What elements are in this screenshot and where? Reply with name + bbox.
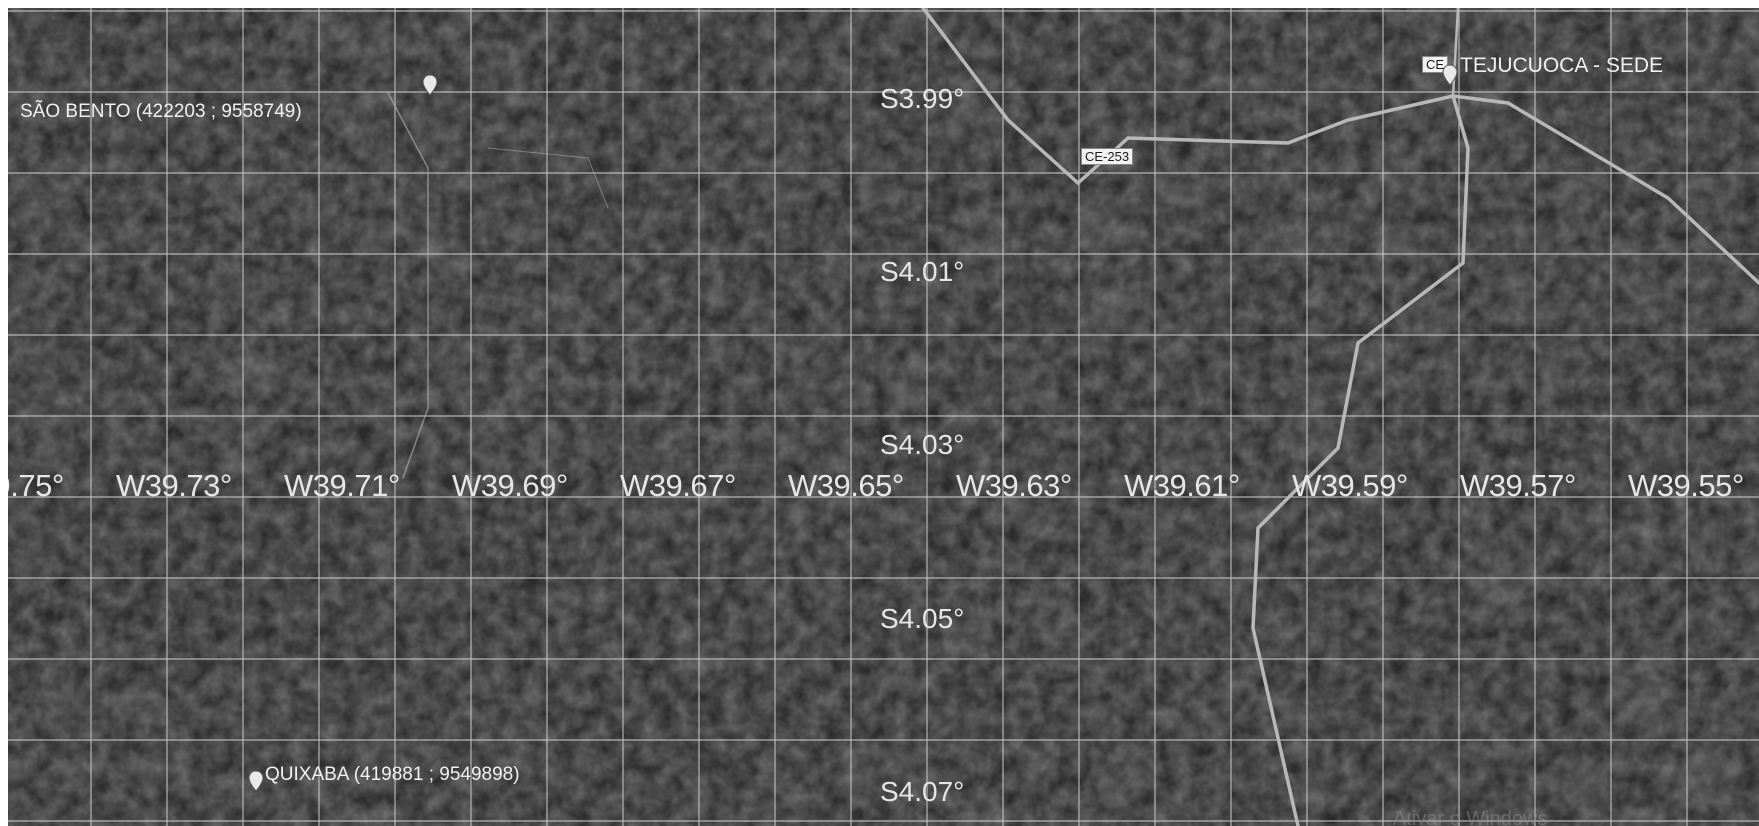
latitude-label: S4.05° [880,603,965,634]
local-road [387,92,429,479]
local-road [487,147,609,209]
latitude-label: S4.01° [880,256,965,287]
highway-east [1451,94,1759,285]
latitude-label: S4.03° [880,429,965,460]
route-badge-ce: CE [1422,56,1449,73]
latitude-label: S4.07° [880,776,965,807]
road-label-ce-253: CE-253 [1081,148,1134,165]
highway-ce-253 [921,8,1455,186]
latitude-label: S3.99° [880,83,965,114]
pin-icon[interactable] [422,74,438,101]
road-network [387,8,1759,826]
place-label-sao-bento[interactable]: SÃO BENTO (422203 ; 9558749) [20,101,302,122]
place-label-tejucuoca[interactable]: TEJUCUOCA - SEDE [1460,54,1664,77]
os-watermark: Ativar o Windows [1393,808,1548,826]
longitude-label: W39.61° [1124,468,1240,503]
longitude-label: W39.69° [452,468,568,503]
longitude-label: W39.67° [620,468,736,503]
longitude-label: W39.57° [1460,468,1576,503]
place-label-quixaba[interactable]: QUIXABA (419881 ; 9549898) [265,764,520,785]
longitude-label: W39.63° [956,468,1072,503]
coordinate-grid [8,8,1759,826]
map-basemap [8,8,1759,826]
longitude-label: W39.71° [284,468,400,503]
pin-icon[interactable] [1442,64,1458,91]
highway-south [1251,94,1470,826]
highway-north [1451,8,1460,98]
longitude-label: W39.75° [8,468,64,503]
longitude-label: W39.59° [1292,468,1408,503]
longitude-label: W39.55° [1628,468,1744,503]
longitude-label: W39.73° [116,468,232,503]
longitude-label: W39.65° [788,468,904,503]
map-view[interactable]: W39.75° W39.73° W39.71° W39.69° W39.67° W39.6… [8,8,1759,826]
pin-icon[interactable] [248,770,264,797]
